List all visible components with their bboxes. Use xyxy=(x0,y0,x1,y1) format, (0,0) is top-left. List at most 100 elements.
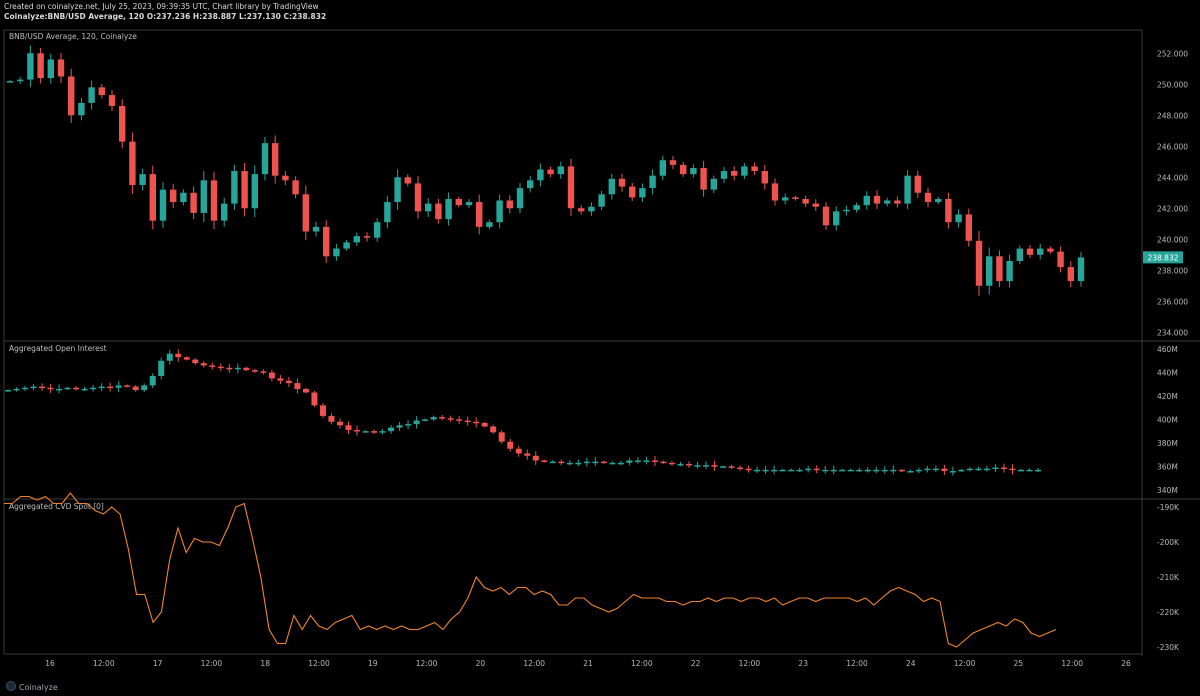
oi-candle-body xyxy=(209,365,216,367)
price-candle-body xyxy=(771,183,779,201)
oi-candle-body xyxy=(243,367,250,371)
price-candle-body xyxy=(404,177,411,184)
price-candle-body xyxy=(802,198,809,204)
price-candle-body xyxy=(455,198,462,206)
x-tick-label: 12:00 xyxy=(954,659,976,668)
x-tick-label: 24 xyxy=(906,659,916,668)
price-candle-body xyxy=(425,203,432,212)
price-candle-body xyxy=(231,171,238,204)
oi-candle-body xyxy=(107,386,114,389)
oi-candle-body xyxy=(822,469,829,472)
chart-canvas[interactable]: 16 12:00 17 12:00 18 12:00 19 12:00 20 12:00 21 12:… xyxy=(0,24,1200,678)
oi-candle-body xyxy=(677,463,684,466)
x-tick-label: 12:00 xyxy=(846,659,868,668)
x-tick-label: 12:00 xyxy=(201,659,223,668)
price-candle-body xyxy=(598,194,605,207)
price-candle-body xyxy=(853,205,860,210)
oi-candle-body xyxy=(319,405,326,416)
price-candle-body xyxy=(700,167,707,190)
price-candle-body xyxy=(292,180,299,195)
oi-candle-body xyxy=(915,469,922,472)
oi-candle-body xyxy=(115,385,122,388)
oi-candle-body xyxy=(941,468,948,472)
price-y-tick-label: 246.000 xyxy=(1157,142,1188,151)
oi-candle-body xyxy=(856,469,863,472)
price-candle-body xyxy=(986,256,993,286)
price-candle-body xyxy=(945,198,952,223)
oi-candle-body xyxy=(260,371,267,373)
price-y-tick-label: 236.000 xyxy=(1157,297,1188,306)
price-candle-body xyxy=(159,189,167,221)
price-candle-body xyxy=(27,53,34,80)
price-candle-body xyxy=(476,202,483,227)
oi-candle-body xyxy=(805,468,812,471)
price-candle-body xyxy=(47,59,54,79)
price-candle-body xyxy=(904,175,911,204)
price-candle-body xyxy=(782,197,789,201)
oi-candle-body xyxy=(456,419,463,421)
oi-candle-body xyxy=(439,417,446,419)
oi-candle-body xyxy=(379,431,386,433)
oi-candles xyxy=(5,349,1041,476)
last-price-tag xyxy=(1143,251,1183,264)
price-candle-body xyxy=(669,160,677,165)
x-tick-label: 18 xyxy=(260,659,270,668)
oi-candle-body xyxy=(47,387,54,390)
x-tick-label: 12:00 xyxy=(1061,659,1083,668)
oi-candle-body xyxy=(217,366,224,369)
oi-candle-body xyxy=(558,461,565,464)
x-tick-label: 19 xyxy=(368,659,378,668)
oi-candle-body xyxy=(609,462,616,465)
oi-candle-body xyxy=(464,420,471,423)
price-candle-body xyxy=(516,188,524,209)
price-title: BNB/USD Average, 120, Coinalyze xyxy=(9,32,137,41)
price-candle-body xyxy=(149,174,156,221)
oi-y-tick-label: 360M xyxy=(1157,462,1178,471)
last-price-label: 238.832 xyxy=(1147,253,1178,262)
oi-candle-body xyxy=(839,469,846,472)
oi-candle-body xyxy=(575,462,582,465)
price-candle-body xyxy=(659,160,666,176)
oi-candle-body xyxy=(1009,468,1016,471)
price-candle-body xyxy=(578,208,585,212)
oi-candle-body xyxy=(1026,469,1033,472)
price-y-tick-label: 242.000 xyxy=(1157,204,1188,213)
price-candle-body xyxy=(567,166,575,209)
price-candle-body xyxy=(129,141,136,185)
price-candle-body xyxy=(1037,248,1044,255)
price-candle-body xyxy=(180,192,187,203)
oi-candle-body xyxy=(30,386,37,389)
oi-candle-body xyxy=(541,460,548,462)
price-candle-body xyxy=(751,166,758,172)
oi-candle-body xyxy=(141,385,148,391)
price-candle-body xyxy=(1006,260,1013,282)
price-candle-body xyxy=(68,76,75,116)
price-candle-body xyxy=(210,180,218,221)
oi-candle-body xyxy=(302,388,309,393)
cvd-y-tick-label: -210K xyxy=(1157,573,1180,582)
footer-bar: Coinalyze xyxy=(0,678,1200,696)
price-candle-body xyxy=(1067,267,1074,282)
price-candle-body xyxy=(221,203,228,221)
x-tick-label: 12:00 xyxy=(308,659,330,668)
oi-candle-body xyxy=(336,421,343,426)
oi-candle-body xyxy=(64,387,71,390)
oi-candle-body xyxy=(566,462,573,465)
oi-candle-body xyxy=(881,469,888,472)
price-candle-body xyxy=(272,143,279,176)
oi-candle-body xyxy=(294,383,301,389)
oi-candle-body xyxy=(413,420,420,425)
oi-candle-body xyxy=(498,432,505,442)
oi-candle-body xyxy=(183,357,190,360)
footer-brand: Coinalyze xyxy=(19,683,58,692)
price-candle-body xyxy=(1016,248,1023,261)
coinalyze-logo[interactable]: Coinalyze xyxy=(6,681,58,692)
oi-y-tick-label: 440M xyxy=(1157,368,1178,377)
price-candle-body xyxy=(435,203,442,220)
oi-candle-body xyxy=(158,360,165,377)
x-tick-label: 12:00 xyxy=(631,659,653,668)
oi-candle-body xyxy=(396,425,403,428)
oi-candle-body xyxy=(737,467,744,470)
oi-candle-body xyxy=(703,465,710,467)
price-candle-body xyxy=(843,209,850,212)
